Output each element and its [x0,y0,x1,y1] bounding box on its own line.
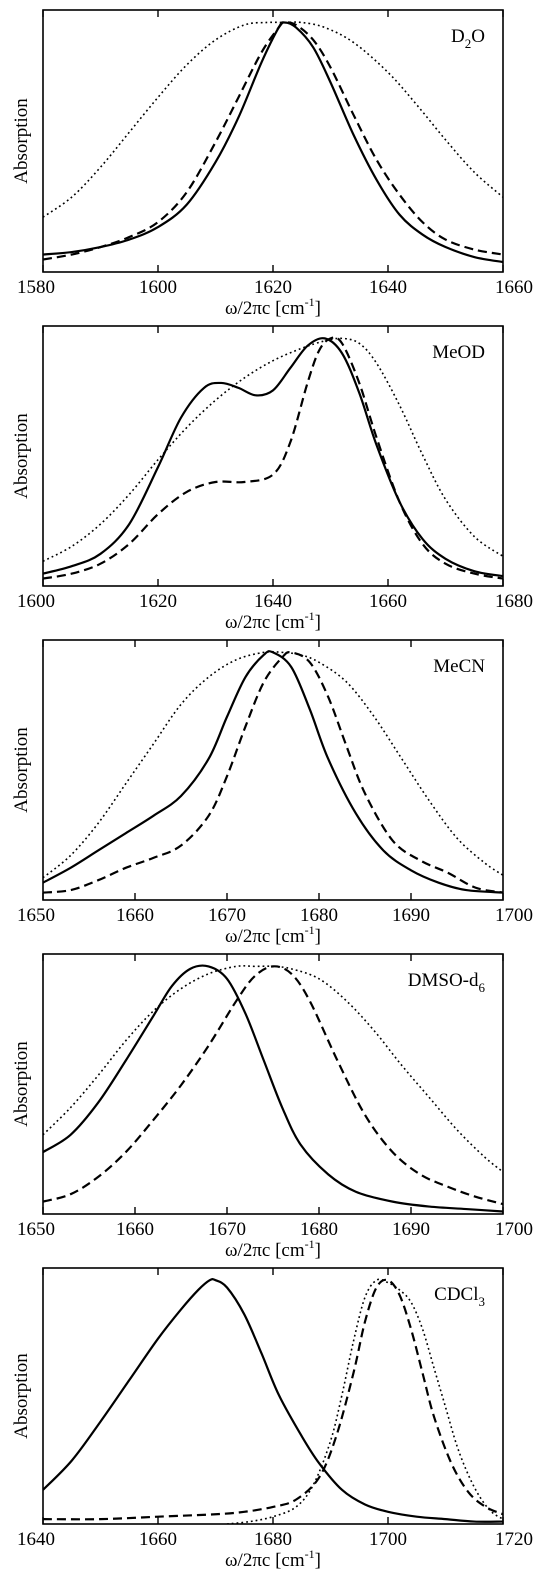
x-tick-label: 1700 [369,1529,407,1550]
x-tick-label: 1680 [300,905,338,926]
x-tick-label: 1580 [17,277,55,298]
x-axis-label-sup: -1 [305,295,315,309]
x-axis-label-sup: -1 [305,1237,315,1251]
x-tick-label: 1650 [17,1219,55,1240]
x-tick-label: 1620 [254,277,292,298]
x-axis-label: ω/2πc [cm-1] [225,923,321,947]
x-tick-label: 1600 [139,277,177,298]
series-line-dashed [43,651,503,894]
series-group [43,650,503,894]
series-group [43,336,503,580]
x-axis-label-main: ω/2πc [cm [225,1550,305,1571]
x-tick-label: 1660 [139,1529,177,1550]
panel-2: 1600 1620 1640 1660 1680 ω/2πc [cm-1] Absorpti… [11,325,533,633]
x-axis-label-tail: ] [315,1550,321,1571]
x-axis-label-tail: ] [315,612,321,633]
solvent-label-main: CDCl [434,1284,478,1305]
series-line-solid [43,964,503,1213]
x-tick-label: 1690 [392,1219,430,1240]
solvent-label-tail: O [471,26,485,47]
solvent-label-main: MeOD [432,342,485,363]
x-axis-label: ω/2πc [cm-1] [225,295,321,319]
series-group [43,964,503,1213]
x-tick-label: 1660 [116,905,154,926]
solvent-label-sub: 2 [465,36,472,51]
series-line-dotted [43,965,503,1173]
plot-frame [42,953,504,1215]
solvent-label-main: D [451,26,465,47]
y-axis-label: Absorption [11,98,32,184]
x-axis-label: ω/2πc [cm-1] [225,1547,321,1571]
x-tick-label: 1680 [254,1529,292,1550]
x-tick-label: 1640 [369,277,407,298]
panel-4: 1650 1660 1670 1680 1690 1700 ω/2πc [cm-1] Abso… [11,953,533,1261]
x-axis-label-tail: ] [315,926,321,947]
x-axis-label-main: ω/2πc [cm [225,926,305,947]
x-tick-label: 1720 [495,1529,533,1550]
x-axis-label: ω/2πc [cm-1] [225,1237,321,1261]
solvent-label: D2O [451,26,485,51]
x-axis-label-sup: -1 [305,1547,315,1561]
x-axis-label-main: ω/2πc [cm [225,1240,305,1261]
plot-frame [42,639,504,901]
y-axis-label: Absorption [11,1041,32,1127]
series-line-dashed [43,1278,503,1521]
series-line-dotted [226,1278,503,1524]
x-tick-label: 1670 [208,1219,246,1240]
series-line-dashed [43,21,503,261]
series-line-dashed [43,336,503,580]
x-tick-label: 1650 [17,905,55,926]
x-axis-label-main: ω/2πc [cm [225,298,305,319]
panel-3: 1650 1660 1670 1680 1690 1700 ω/2πc [cm-1] Abso… [11,639,533,947]
series-line-solid [43,337,503,578]
solvent-label: DMSO-d6 [408,970,486,995]
panel-5: 1640 1660 1680 1700 1720 ω/2πc [cm-1] Absorpti… [11,1267,533,1571]
series-line-dotted [43,650,503,879]
solvent-label-sub: 6 [479,980,486,995]
solvent-label-main: MeCN [433,656,485,677]
x-axis-label-tail: ] [315,1240,321,1261]
y-axis-label: Absorption [11,1353,32,1439]
x-tick-label: 1660 [116,1219,154,1240]
x-tick-label: 1680 [495,591,533,612]
series-line-dotted [43,21,503,218]
x-tick-label: 1690 [392,905,430,926]
x-tick-label: 1620 [139,591,177,612]
x-tick-label: 1670 [208,905,246,926]
x-axis-label: ω/2πc [cm-1] [225,609,321,633]
x-axis-label-main: ω/2πc [cm [225,612,305,633]
x-tick-label: 1640 [17,1529,55,1550]
solvent-label: MeCN [433,656,485,677]
series-group [43,21,503,264]
plot-frame [42,325,504,587]
x-tick-label: 1640 [254,591,292,612]
x-axis-label-sup: -1 [305,923,315,937]
x-tick-label: 1660 [495,277,533,298]
solvent-label-sub: 3 [479,1294,486,1309]
x-tick-label: 1600 [17,591,55,612]
series-line-dotted [43,337,503,562]
panel-1: 1580 1600 1620 1640 1660 ω/2πc [cm-1] Absorpti… [11,9,533,319]
series-line-solid [43,1278,503,1523]
solvent-label: CDCl3 [434,1284,485,1309]
x-tick-label: 1700 [495,1219,533,1240]
series-line-solid [43,650,503,894]
y-axis-label: Absorption [11,413,32,499]
series-group [43,1278,503,1524]
y-axis-label: Absorption [11,727,32,813]
x-axis-label-tail: ] [315,298,321,319]
series-line-solid [43,21,503,264]
x-tick-label: 1660 [369,591,407,612]
x-tick-label: 1700 [495,905,533,926]
solvent-label: MeOD [432,342,485,363]
plot-frame [42,1267,504,1525]
x-axis-label-sup: -1 [305,609,315,623]
x-tick-label: 1680 [300,1219,338,1240]
solvent-label-main: DMSO-d [408,970,479,991]
